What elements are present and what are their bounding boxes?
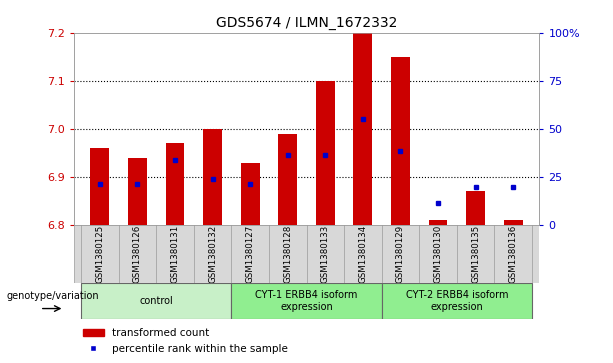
Text: GSM1380134: GSM1380134 (359, 225, 367, 283)
Title: GDS5674 / ILMN_1672332: GDS5674 / ILMN_1672332 (216, 16, 397, 30)
Bar (382, 283, 532, 319)
Bar (128, 158, 147, 225)
Text: GSM1380127: GSM1380127 (246, 225, 254, 283)
Text: GSM1380125: GSM1380125 (96, 225, 104, 283)
Bar (316, 81, 335, 225)
Text: GSM1380135: GSM1380135 (471, 225, 480, 283)
Text: GSM1380131: GSM1380131 (170, 225, 180, 283)
Text: GSM1380133: GSM1380133 (321, 225, 330, 283)
Text: CYT-1 ERBB4 isoform
expression: CYT-1 ERBB4 isoform expression (255, 290, 358, 312)
Text: GSM1380136: GSM1380136 (509, 225, 517, 283)
Bar (231, 283, 382, 319)
Bar (166, 143, 185, 225)
Text: genotype/variation: genotype/variation (6, 291, 99, 301)
Bar (428, 220, 447, 225)
Bar (203, 129, 222, 225)
Text: GSM1380132: GSM1380132 (208, 225, 217, 283)
Bar (504, 220, 522, 225)
Bar (466, 191, 485, 225)
Text: control: control (139, 296, 173, 306)
Bar (241, 163, 259, 225)
Text: GSM1380128: GSM1380128 (283, 225, 292, 283)
Text: GSM1380129: GSM1380129 (396, 225, 405, 283)
Bar (81, 283, 231, 319)
Legend: transformed count, percentile rank within the sample: transformed count, percentile rank withi… (78, 324, 292, 358)
Text: CYT-2 ERBB4 isoform
expression: CYT-2 ERBB4 isoform expression (406, 290, 508, 312)
Bar (278, 134, 297, 225)
Bar (91, 148, 109, 225)
Text: GSM1380126: GSM1380126 (133, 225, 142, 283)
Text: GSM1380130: GSM1380130 (433, 225, 443, 283)
Bar (354, 33, 372, 225)
Bar (391, 57, 410, 225)
